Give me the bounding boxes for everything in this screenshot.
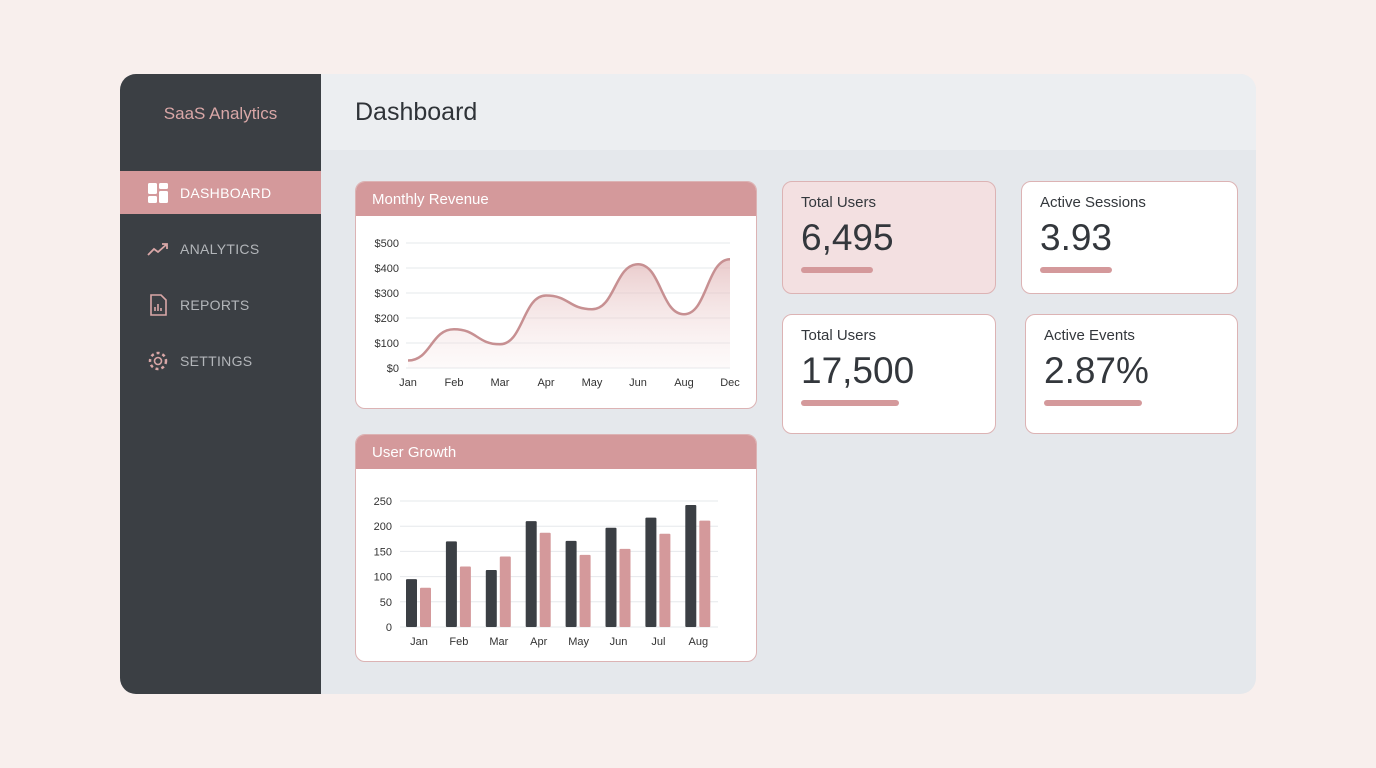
sidebar-item-label: ANALYTICS [180, 240, 260, 257]
y-tick-label: $100 [375, 338, 399, 350]
stat-value: 17,500 [801, 350, 915, 391]
stat-bar [801, 267, 873, 273]
bar [605, 527, 617, 627]
stat-label: Active Sessions [1040, 194, 1146, 211]
x-tick-label: Dec [720, 377, 740, 389]
x-tick-label: May [568, 636, 589, 648]
stat-card-total-users-2: Total Users 17,500 [782, 314, 996, 434]
sidebar-item-label: DASHBOARD [180, 184, 272, 201]
x-tick-label: Jun [610, 636, 628, 648]
bar [579, 554, 591, 627]
dashboard-grid-icon [148, 182, 168, 203]
x-tick-label: Mar [489, 636, 508, 648]
sidebar-item-label: REPORTS [180, 296, 250, 313]
bar [699, 520, 711, 627]
bar [539, 532, 551, 627]
y-tick-label: $0 [387, 363, 399, 375]
y-tick-label: $300 [375, 288, 399, 300]
bar [459, 566, 471, 627]
stat-bar [1040, 267, 1112, 273]
bar [565, 540, 577, 627]
stat-label: Total Users [801, 194, 877, 211]
x-tick-label: Apr [530, 636, 547, 648]
y-tick-label: 200 [374, 521, 392, 533]
x-tick-label: May [582, 377, 603, 389]
x-tick-label: Feb [445, 377, 464, 389]
header: Dashboard [321, 74, 1256, 150]
stat-bar [1044, 400, 1142, 406]
sidebar: SaaS Analytics DASHBOARD ANALYTICS REPOR… [120, 74, 321, 694]
report-document-icon [150, 293, 167, 316]
monthly-revenue-panel: Monthly Revenue $0 $100 $200 $300 $400 $500 Ja… [355, 181, 757, 409]
bar [445, 541, 457, 627]
panel-title: Monthly Revenue [356, 182, 756, 216]
user-growth-bar-chart: 0 50 100 150 200 250 Jan Feb Mar Apr May Jun Jul Aug [374, 496, 718, 648]
x-tick-label: Jun [629, 377, 647, 389]
revenue-line [407, 258, 731, 362]
bar [619, 548, 631, 627]
revenue-area [408, 259, 730, 368]
y-tick-label: 0 [386, 622, 392, 634]
stat-card-total-users: Total Users 6,495 [782, 181, 996, 294]
stat-value: 2.87% [1044, 350, 1149, 391]
page-title: Dashboard [355, 98, 478, 126]
stat-bar [801, 400, 899, 406]
x-tick-label: Jan [410, 636, 428, 648]
sidebar-item-dashboard[interactable]: DASHBOARD [120, 171, 321, 214]
revenue-line-chart: $0 $100 $200 $300 $400 $500 Jan Feb Mar Apr May Jun… [375, 238, 741, 389]
x-tick-label: Mar [491, 377, 510, 389]
stat-card-active-sessions: Active Sessions 3.93 [1021, 181, 1238, 294]
gear-icon [148, 351, 168, 370]
bar [645, 517, 657, 627]
bar [485, 570, 497, 627]
bar [685, 505, 697, 627]
stat-value: 6,495 [801, 217, 894, 258]
bar [499, 556, 511, 627]
stat-label: Active Events [1044, 327, 1135, 344]
x-tick-label: Jul [651, 636, 665, 648]
bar [525, 521, 537, 627]
trend-line-icon [147, 242, 168, 256]
y-tick-label: $200 [375, 313, 399, 325]
y-tick-label: 250 [374, 496, 392, 508]
stat-value: 3.93 [1040, 217, 1113, 258]
sidebar-item-reports[interactable]: REPORTS [120, 283, 321, 326]
stat-card-active-events: Active Events 2.87% [1025, 314, 1238, 434]
user-growth-panel: User Growth 0 50 100 150 200 250 Jan Feb Mar Apr M… [355, 434, 757, 662]
y-tick-label: 100 [374, 572, 392, 584]
brand-logo: SaaS Analytics [163, 104, 278, 123]
x-tick-label: Jan [399, 377, 417, 389]
stat-label: Total Users [801, 327, 877, 344]
y-tick-label: 150 [374, 546, 392, 558]
y-tick-label: $400 [375, 263, 399, 275]
panel-title: User Growth [356, 435, 756, 469]
bar [420, 587, 431, 627]
bar [659, 533, 671, 627]
x-tick-label: Aug [674, 377, 694, 389]
sidebar-item-analytics[interactable]: ANALYTICS [120, 227, 321, 270]
x-tick-label: Apr [537, 377, 554, 389]
sidebar-item-label: SETTINGS [180, 352, 253, 369]
x-tick-label: Feb [449, 636, 468, 648]
y-tick-label: $500 [375, 238, 399, 250]
bar [406, 579, 417, 627]
app-window: SaaS Analytics DASHBOARD ANALYTICS REPOR… [120, 74, 1256, 694]
y-tick-label: 50 [380, 597, 392, 609]
sidebar-item-settings[interactable]: SETTINGS [120, 339, 321, 382]
x-tick-label: Aug [689, 636, 709, 648]
